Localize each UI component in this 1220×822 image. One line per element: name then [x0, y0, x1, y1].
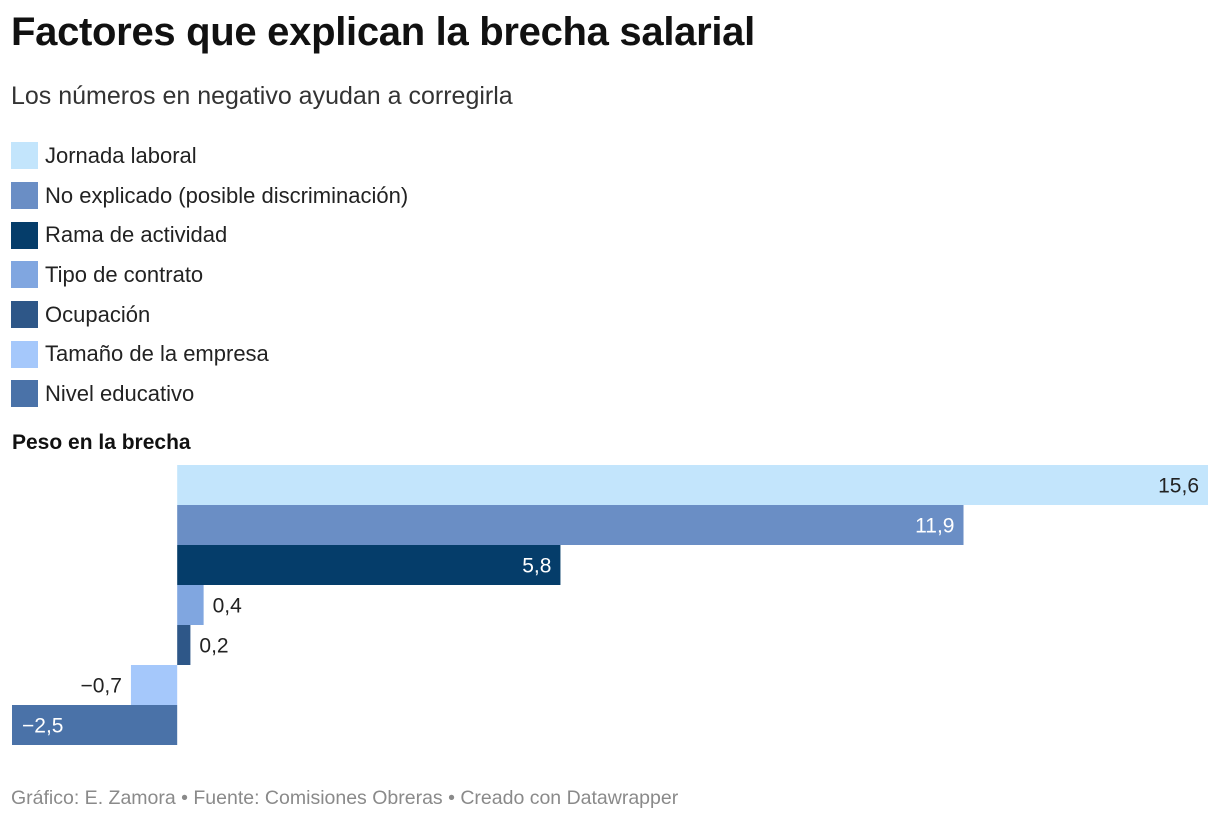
footer-separator: • [181, 787, 188, 809]
bar [177, 505, 964, 545]
legend-swatch [11, 142, 38, 170]
footer-credit: Gráfico: E. Zamora [11, 787, 176, 809]
legend-swatch [11, 221, 38, 249]
legend-label: Jornada laboral [45, 142, 197, 168]
data-label: 15,6 [1158, 475, 1199, 498]
legend-item: Tipo de contrato [11, 255, 408, 295]
legend-item: Tamaño de la empresa [11, 334, 408, 374]
axis-title: Peso en la brecha [12, 431, 191, 454]
legend-item: Jornada laboral [11, 136, 408, 176]
bar [177, 625, 191, 665]
footer-source: Fuente: Comisiones Obreras [193, 787, 443, 809]
legend-swatch [11, 261, 38, 289]
legend-label: No explicado (posible discriminación) [45, 182, 409, 208]
legend-swatch [11, 182, 38, 210]
legend-swatch [11, 301, 38, 329]
bar [177, 465, 1209, 505]
legend-swatch [11, 340, 38, 368]
data-label: 0,4 [213, 595, 243, 618]
data-label: 0,2 [199, 635, 228, 658]
data-label: −0,7 [80, 675, 121, 698]
footer-separator: • [448, 787, 455, 809]
bar-chart: 15,6 11,9 5,8 0,4 0,2 −0,7 −2,5 [12, 465, 1209, 745]
legend: Jornada laboral No explicado (posible dis… [11, 136, 408, 414]
legend-swatch [11, 380, 38, 408]
legend-label: Tamaño de la empresa [45, 341, 269, 367]
data-label: −2,5 [22, 715, 63, 738]
data-label: 11,9 [915, 515, 954, 538]
bar [177, 545, 561, 585]
legend-label: Tipo de contrato [45, 261, 204, 287]
footer-created: Creado con Datawrapper [460, 787, 679, 809]
legend-label: Rama de actividad [45, 222, 228, 248]
bar [12, 705, 178, 745]
bar [130, 665, 178, 705]
legend-item: No explicado (posible discriminación) [11, 176, 408, 216]
footer: Gráfico: E. Zamora • Fuente: Comisiones … [11, 787, 678, 810]
legend-item: Nivel educativo [11, 374, 408, 414]
legend-label: Nivel educativo [45, 380, 195, 406]
legend-item: Ocupación [11, 295, 408, 335]
legend-item: Rama de actividad [11, 215, 408, 255]
legend-label: Ocupación [45, 301, 151, 327]
chart-subtitle: Los números en negativo ayudan a corregi… [11, 82, 513, 110]
bar [177, 585, 204, 625]
data-label: 5,8 [522, 555, 551, 578]
chart-title: Factores que explican la brecha salarial [11, 10, 755, 54]
